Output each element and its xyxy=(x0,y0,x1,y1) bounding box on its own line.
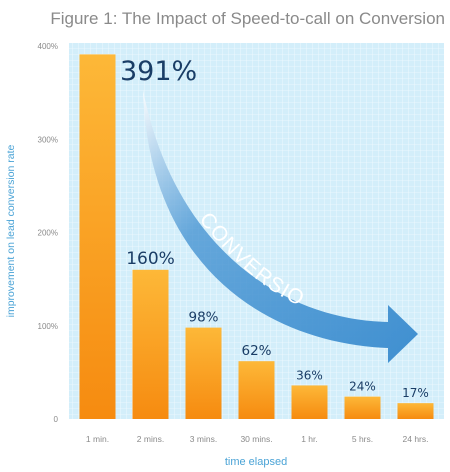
bar-value-label: 391% xyxy=(120,56,197,87)
conversion-arrow-shape xyxy=(143,90,418,363)
x-tick-label: 24 hrs. xyxy=(403,434,429,444)
bar-value-label: 98% xyxy=(188,310,218,326)
y-tick-label: 300% xyxy=(38,135,58,144)
bar xyxy=(238,361,275,419)
x-tick-label: 2 mins. xyxy=(137,434,164,444)
bar-value-label: 160% xyxy=(126,249,175,269)
y-axis-title: improvement on lead conversion rate xyxy=(5,144,17,317)
y-tick-label: 400% xyxy=(38,42,58,51)
x-tick-label: 1 min. xyxy=(86,434,109,444)
bars-group xyxy=(79,54,434,420)
bar-value-label: 17% xyxy=(402,386,429,400)
value-labels-group: 391% 160% 98% 62% 36% 24% 17% xyxy=(120,56,429,400)
x-axis-title: time elapsed xyxy=(225,456,287,468)
y-axis-ticks: 0 100% 200% 300% 400% xyxy=(38,42,59,424)
bar-value-label: 24% xyxy=(349,380,376,394)
x-tick-label: 5 hrs. xyxy=(352,434,373,444)
plot-grid xyxy=(69,43,444,419)
bar xyxy=(397,403,434,419)
bar-value-label: 36% xyxy=(296,368,323,382)
y-tick-label: 200% xyxy=(38,229,58,238)
bar xyxy=(185,327,222,419)
bar xyxy=(344,396,381,419)
x-tick-label: 30 mins. xyxy=(240,434,272,444)
x-axis-tick-labels: 1 min. 2 mins. 3 mins. 30 mins. 1 hr. 5 hrs. 2… xyxy=(86,434,429,444)
bar xyxy=(79,54,116,420)
chart-title: Figure 1: The Impact of Speed-to-call on… xyxy=(50,9,445,28)
bar xyxy=(291,385,328,419)
x-tick-label: 3 mins. xyxy=(190,434,217,444)
bar-value-label: 62% xyxy=(241,343,271,359)
bar xyxy=(132,269,169,419)
x-tick-label: 1 hr. xyxy=(301,434,318,444)
y-tick-label: 0 xyxy=(54,415,59,424)
y-tick-label: 100% xyxy=(38,322,58,331)
